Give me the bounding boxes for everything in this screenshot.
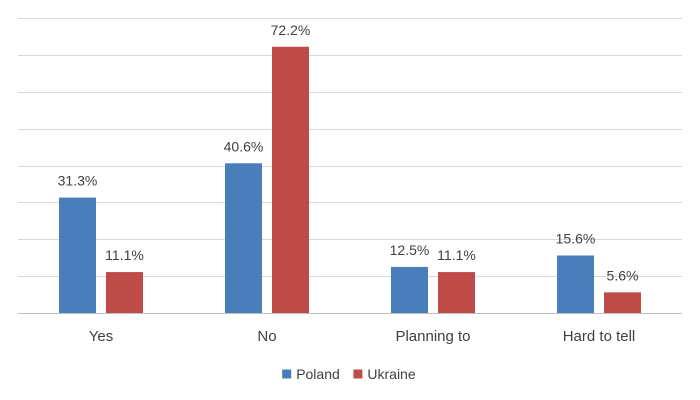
- bar-poland-no: [225, 163, 262, 313]
- bar-poland-yes: [59, 197, 96, 313]
- bar-ukraine-yes: [106, 272, 143, 313]
- legend-swatch-ukraine: [353, 369, 363, 379]
- category-label-yes: Yes: [89, 328, 113, 345]
- data-labels: 31.3% 11.1% 40.6% 72.2% 12.5% 11.1% 15.6% 5.6%: [58, 22, 639, 284]
- legend: Poland Ukraine: [282, 366, 416, 382]
- bar-poland-planning-to: [391, 266, 428, 313]
- legend-label-ukraine: Ukraine: [367, 366, 415, 382]
- bar-ukraine-hard-to-tell: [604, 292, 641, 313]
- data-label-ukraine-hard-to-tell: 5.6%: [607, 267, 639, 283]
- data-label-poland-no: 40.6%: [224, 138, 264, 154]
- data-label-poland-planning-to: 12.5%: [390, 242, 430, 258]
- legend-swatch-poland: [282, 369, 292, 379]
- legend-label-poland: Poland: [296, 366, 340, 382]
- data-label-ukraine-yes: 11.1%: [105, 247, 144, 263]
- bar-poland-hard-to-tell: [557, 255, 594, 313]
- data-label-ukraine-no: 72.2%: [271, 22, 311, 38]
- category-label-no: No: [257, 328, 276, 345]
- data-label-poland-hard-to-tell: 15.6%: [556, 230, 596, 246]
- category-label-hard-to-tell: Hard to tell: [563, 328, 636, 345]
- bar-ukraine-no: [272, 46, 309, 313]
- data-label-poland-yes: 31.3%: [58, 173, 98, 189]
- bar-ukraine-planning-to: [438, 272, 475, 313]
- category-labels: Yes No Planning to Hard to tell: [89, 328, 636, 345]
- category-label-planning-to: Planning to: [395, 328, 470, 345]
- data-label-ukraine-planning-to: 11.1%: [437, 247, 476, 263]
- bars: [59, 46, 641, 313]
